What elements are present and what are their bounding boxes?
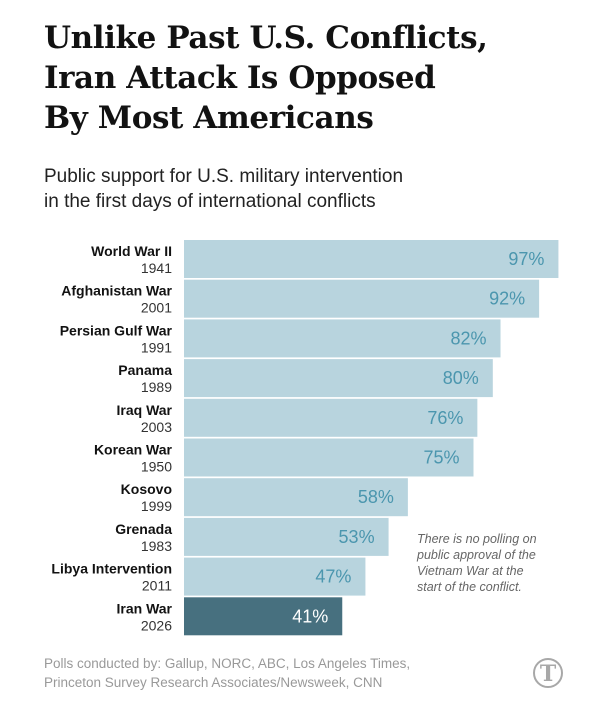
category-label: Korean War bbox=[94, 442, 173, 458]
category-label: World War II bbox=[91, 243, 172, 259]
source-line: Princeton Survey Research Associates/New… bbox=[44, 675, 383, 690]
note-line: There is no polling on bbox=[417, 532, 537, 546]
title-line: By Most Americans bbox=[44, 100, 374, 136]
bar bbox=[184, 319, 501, 358]
category-label: Iran War bbox=[117, 600, 173, 616]
category-label: Persian Gulf War bbox=[60, 322, 173, 338]
year-label: 2003 bbox=[141, 419, 172, 435]
note-line: public approval of the bbox=[417, 548, 536, 562]
bar bbox=[184, 478, 408, 517]
value-label: 92% bbox=[489, 289, 525, 309]
logo-glyph: T bbox=[540, 661, 557, 687]
value-label: 80% bbox=[443, 368, 479, 388]
value-label: 76% bbox=[427, 408, 463, 428]
year-label: 1950 bbox=[141, 459, 172, 475]
category-label: Libya Intervention bbox=[51, 561, 172, 577]
subtitle-line: in the first days of international confl… bbox=[44, 191, 376, 212]
title-line: Unlike Past U.S. Conflicts, bbox=[44, 20, 488, 56]
category-label: Grenada bbox=[115, 521, 172, 537]
category-label: Iraq War bbox=[117, 402, 173, 418]
value-label: 41% bbox=[292, 606, 328, 626]
year-label: 1999 bbox=[141, 498, 172, 514]
bar bbox=[184, 240, 559, 278]
year-label: 2026 bbox=[141, 617, 172, 633]
year-label: 2011 bbox=[142, 578, 172, 594]
year-label: 1983 bbox=[141, 538, 172, 554]
source-line: Polls conducted by: Gallup, NORC, ABC, L… bbox=[44, 656, 411, 671]
note-line: start of the conflict. bbox=[417, 580, 522, 594]
vietnam-note: There is no polling on public approval o… bbox=[417, 531, 577, 595]
value-label: 53% bbox=[339, 527, 375, 547]
value-label: 47% bbox=[315, 567, 351, 587]
value-label: 97% bbox=[508, 249, 544, 269]
bar bbox=[184, 557, 366, 596]
chart-subtitle: Public support for U.S. military interve… bbox=[44, 164, 564, 214]
title-line: Iran Attack Is Opposed bbox=[44, 60, 436, 96]
year-label: 1941 bbox=[141, 260, 172, 276]
nyt-logo-icon: T bbox=[533, 658, 563, 688]
year-label: 2001 bbox=[141, 300, 172, 316]
bar bbox=[184, 359, 493, 398]
bar bbox=[184, 438, 474, 477]
source-note: Polls conducted by: Gallup, NORC, ABC, L… bbox=[44, 654, 524, 692]
chart-title: Unlike Past U.S. Conflicts, Iran Attack … bbox=[44, 18, 564, 138]
bar bbox=[184, 279, 540, 318]
value-label: 75% bbox=[423, 448, 459, 468]
category-label: Afghanistan War bbox=[61, 283, 172, 299]
year-label: 1991 bbox=[141, 339, 172, 355]
bar bbox=[184, 597, 343, 636]
year-label: 1989 bbox=[141, 379, 172, 395]
value-label: 58% bbox=[358, 487, 394, 507]
note-line: Vietnam War at the bbox=[417, 564, 524, 578]
bar bbox=[184, 517, 389, 556]
category-label: Panama bbox=[118, 362, 172, 378]
bar bbox=[184, 398, 478, 437]
subtitle-line: Public support for U.S. military interve… bbox=[44, 166, 404, 187]
category-label: Kosovo bbox=[121, 481, 172, 497]
value-label: 82% bbox=[450, 328, 486, 348]
